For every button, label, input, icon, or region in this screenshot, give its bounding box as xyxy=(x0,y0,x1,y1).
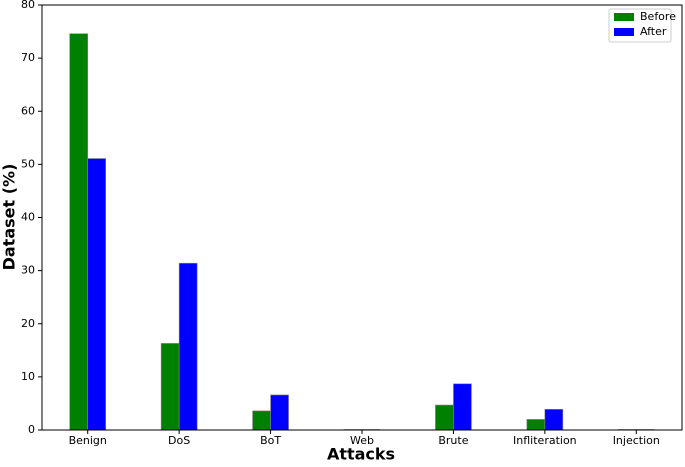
y-tick-label: 60 xyxy=(21,104,35,117)
legend-label: Before xyxy=(640,10,676,23)
y-axis-title: Dataset (%) xyxy=(0,164,19,271)
y-tick-label: 70 xyxy=(21,51,35,64)
x-axis-title: Attacks xyxy=(327,445,395,464)
y-tick-label: 80 xyxy=(21,0,35,11)
legend-swatch xyxy=(614,13,634,21)
bar xyxy=(69,33,89,431)
bar xyxy=(526,419,546,431)
plot-frame xyxy=(41,4,683,431)
legend-label: After xyxy=(640,25,667,38)
bar xyxy=(252,410,271,431)
bar xyxy=(435,404,454,431)
x-tick-label: Injection xyxy=(613,434,660,447)
y-tick-label: 10 xyxy=(21,370,35,383)
legend-swatch xyxy=(614,28,634,36)
y-tick-label: 20 xyxy=(21,317,35,330)
bar xyxy=(453,383,472,431)
y-tick-label: 50 xyxy=(21,157,35,170)
x-tick-label: Benign xyxy=(69,434,107,447)
x-tick-label: Infliteration xyxy=(513,434,577,447)
y-tick-label: 0 xyxy=(28,423,35,436)
bar xyxy=(87,158,107,431)
x-tick-label: BoT xyxy=(260,434,281,447)
bar xyxy=(544,408,564,431)
bar xyxy=(270,394,289,431)
x-tick-label: DoS xyxy=(168,434,190,447)
y-tick-label: 30 xyxy=(21,264,35,277)
x-tick-label: Web xyxy=(350,434,374,447)
bar xyxy=(178,262,198,431)
y-tick-label: 40 xyxy=(21,211,35,224)
bar xyxy=(160,343,180,431)
x-tick-label: Brute xyxy=(438,434,468,447)
